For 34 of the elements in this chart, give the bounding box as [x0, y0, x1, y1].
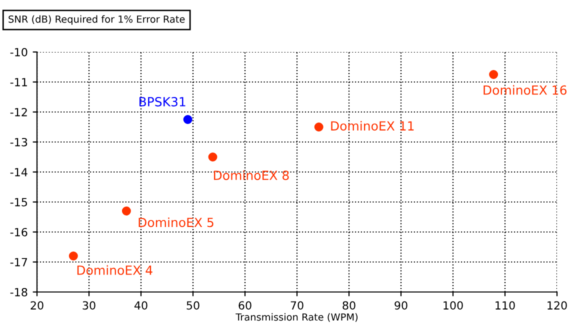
x-tick-label: 50	[186, 301, 200, 310]
point	[68, 252, 78, 260]
y-tick-label: -13	[10, 138, 28, 146]
point	[183, 115, 192, 124]
series-label: DominoEX 5	[138, 217, 214, 228]
x-axis-title: Transmission Rate (WPM)	[236, 313, 358, 322]
point	[122, 206, 131, 216]
point	[314, 122, 324, 132]
x-tick-label: 20	[30, 301, 44, 310]
y-tick-label: -10	[10, 48, 28, 56]
x-tick-label: 30	[82, 301, 96, 310]
y-tick-label: -17	[10, 258, 28, 266]
y-tick-label: -12	[10, 108, 27, 116]
x-tick-label: 70	[290, 301, 304, 310]
point	[489, 70, 498, 79]
chart-title: SNR (dB) Required for 1% Error Rate	[8, 15, 185, 25]
x-tick-label: 90	[394, 301, 408, 310]
series-label: DominoEX 8	[214, 170, 289, 180]
y-tick-label: -15	[10, 198, 27, 206]
y-tick-label: -14	[10, 168, 28, 176]
y-tick-label: -11	[10, 78, 27, 86]
x-tick-label: 100	[444, 301, 463, 310]
series-label: DominoEX 16	[484, 85, 566, 95]
x-tick-label: 110	[496, 301, 515, 310]
series-label: BPSK31	[139, 97, 186, 106]
point	[208, 152, 218, 162]
y-tick-label: -16	[10, 228, 28, 236]
x-tick-label: 80	[342, 301, 356, 310]
x-tick-label: 40	[134, 301, 148, 310]
series-label: DominoEX 4	[77, 265, 152, 275]
x-tick-label: 60	[238, 301, 252, 310]
series-label: DominoEX 11	[331, 120, 414, 131]
x-tick-label: 120	[548, 301, 567, 310]
y-tick-label: -18	[10, 288, 28, 296]
